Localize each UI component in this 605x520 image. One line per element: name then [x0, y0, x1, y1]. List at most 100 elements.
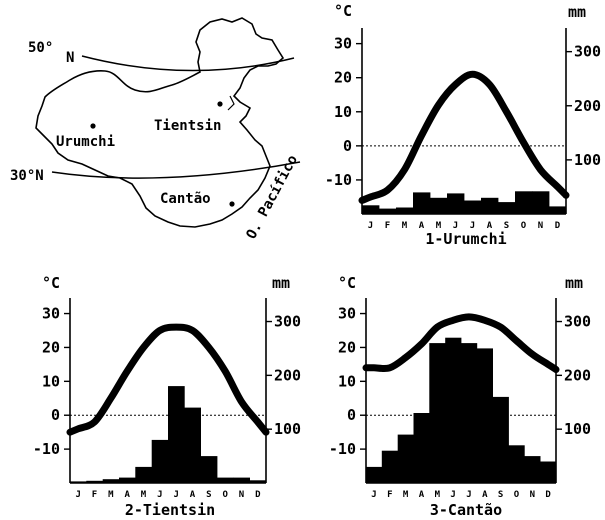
month-label: M: [435, 490, 441, 500]
month-label: S: [498, 490, 503, 500]
precip-bar: [413, 413, 430, 483]
temp-tick-label: 0: [347, 406, 356, 424]
precip-bar: [481, 197, 499, 214]
ocean-label: O. Pacífico: [243, 153, 301, 242]
chart-title: 1-Urumchi: [425, 230, 506, 248]
precip-bar: [549, 206, 567, 214]
month-label: O: [222, 490, 228, 500]
temp-unit-label: °C: [338, 274, 356, 292]
month-label: J: [453, 221, 458, 231]
month-label: J: [157, 490, 162, 500]
chart-title: 3-Cantão: [430, 501, 502, 519]
month-label: M: [436, 221, 442, 231]
precip-tick-label: 300: [574, 43, 601, 61]
month-label: J: [470, 221, 475, 231]
temp-tick-label: 20: [338, 338, 356, 356]
precip-bar: [184, 407, 201, 483]
precip-bar: [233, 477, 250, 483]
month-label: A: [190, 490, 196, 500]
temp-unit-label: °C: [42, 274, 60, 292]
city-label-tientsin: Tientsin: [154, 118, 221, 134]
month-label: A: [419, 490, 425, 500]
month-label: D: [255, 490, 261, 500]
temp-tick-label: -10: [329, 440, 356, 458]
chart-title: 2-Tientsin: [125, 501, 215, 519]
month-label: O: [514, 490, 520, 500]
temp-tick-label: 30: [334, 35, 352, 53]
precip-bar: [413, 192, 431, 214]
precip-bar: [366, 466, 383, 483]
city-label-urumchi: Urumchi: [56, 134, 115, 150]
temperature-curve: [362, 313, 560, 373]
precip-bar: [362, 205, 380, 214]
precip-tick-label: 300: [564, 313, 591, 331]
month-label: F: [387, 490, 392, 500]
month-label: M: [141, 490, 147, 500]
lat-30-label: 30°N: [10, 168, 44, 184]
temp-tick-label: -10: [33, 440, 60, 458]
temperature-curve: [66, 323, 270, 436]
precip-tick-label: 100: [574, 151, 601, 169]
month-label: O: [521, 221, 527, 231]
precip-bar: [86, 480, 103, 483]
month-label: J: [75, 490, 80, 500]
precip-bar: [524, 456, 541, 483]
lat-30-line: [51, 161, 301, 179]
temp-tick-label: 0: [343, 137, 352, 155]
month-label: N: [239, 490, 244, 500]
precip-bar: [151, 439, 169, 483]
temp-tick-label: 20: [42, 338, 60, 356]
temp-tick-label: -10: [325, 171, 352, 189]
precip-unit-label: mm: [272, 274, 290, 292]
precip-bar: [249, 480, 267, 483]
month-label: D: [545, 490, 551, 500]
month-label: J: [368, 221, 373, 231]
precip-bar: [532, 191, 550, 214]
precip-bar: [508, 445, 525, 483]
temp-tick-label: 0: [51, 406, 60, 424]
temp-unit-label: °C: [334, 2, 352, 20]
china-map: 50° N 30°N O. Pacífico Urumchi Tientsin …: [10, 17, 301, 242]
precip-bar: [498, 202, 516, 214]
precip-tick-label: 100: [564, 420, 591, 438]
month-label: J: [371, 490, 376, 500]
precip-bar: [492, 396, 509, 483]
month-label: M: [108, 490, 114, 500]
temp-tick-label: 30: [338, 305, 356, 323]
precip-bar: [461, 343, 478, 483]
month-label: A: [419, 221, 425, 231]
china-outline: [35, 17, 285, 228]
city-dot-urumchi: [90, 123, 96, 129]
month-label: M: [403, 490, 409, 500]
precip-bar: [396, 207, 414, 214]
precip-bar: [515, 191, 533, 214]
lat-50-line: [81, 55, 295, 72]
month-label: M: [402, 221, 408, 231]
month-label: A: [482, 490, 488, 500]
precip-tick-label: 100: [274, 420, 301, 438]
city-dot-cantao: [229, 201, 235, 207]
precip-bar: [379, 208, 397, 214]
precip-bar: [217, 477, 234, 483]
lat-50-n-label: N: [66, 50, 74, 66]
precip-bar: [102, 479, 120, 483]
month-label: J: [466, 490, 471, 500]
temp-tick-label: 20: [334, 69, 352, 87]
temp-tick-label: 10: [338, 372, 356, 390]
month-label: S: [504, 221, 509, 231]
month-label: J: [173, 490, 178, 500]
lat-50-label: 50°: [28, 40, 53, 56]
month-label: S: [206, 490, 211, 500]
city-label-cantao: Cantão: [160, 191, 211, 207]
precip-bar: [119, 477, 136, 483]
precip-bar: [540, 461, 557, 483]
precip-bar: [135, 466, 152, 483]
temp-tick-label: 10: [42, 372, 60, 390]
month-label: F: [385, 221, 390, 231]
temperature-curve: [358, 70, 570, 204]
precip-unit-label: mm: [568, 3, 586, 21]
precip-bar: [168, 386, 185, 483]
precip-bar: [200, 456, 218, 483]
